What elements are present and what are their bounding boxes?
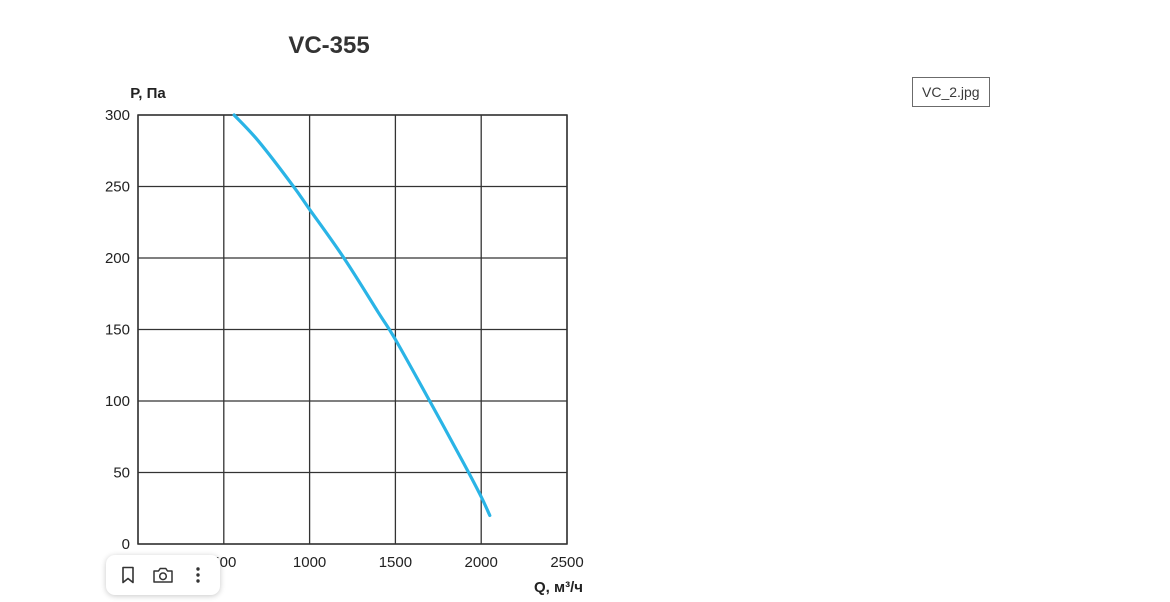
more-button[interactable] bbox=[183, 560, 213, 590]
filename-tag: VC_2.jpg bbox=[912, 77, 990, 107]
tick-labels: 05001000150020002500050100150200250300 bbox=[105, 107, 584, 571]
y-tick-label: 250 bbox=[105, 179, 130, 196]
x-tick-label: 1500 bbox=[379, 554, 412, 571]
series bbox=[232, 113, 492, 517]
y-tick-label: 100 bbox=[105, 393, 130, 410]
y-tick-label: 150 bbox=[105, 322, 130, 339]
y-axis-label: P, Па bbox=[130, 85, 166, 102]
x-tick-label: 1000 bbox=[293, 554, 326, 571]
camera-button[interactable] bbox=[148, 560, 178, 590]
y-tick-label: 200 bbox=[105, 250, 130, 267]
image-toolbar bbox=[106, 555, 220, 595]
camera-icon bbox=[153, 567, 173, 583]
x-tick-label: 2500 bbox=[550, 554, 583, 571]
chart-title: VC-355 bbox=[288, 32, 369, 59]
x-tick-label: 2000 bbox=[465, 554, 498, 571]
series-line-0 bbox=[232, 113, 492, 517]
more-vertical-icon bbox=[196, 567, 201, 583]
bookmark-button[interactable] bbox=[113, 560, 143, 590]
x-axis-label: Q, м³/ч bbox=[534, 579, 583, 596]
grid bbox=[137, 114, 568, 545]
y-tick-label: 0 bbox=[122, 536, 130, 553]
plot-frame bbox=[137, 114, 568, 545]
y-tick-label: 50 bbox=[113, 465, 130, 482]
bookmark-icon bbox=[121, 566, 134, 584]
y-tick-label: 300 bbox=[105, 107, 130, 124]
